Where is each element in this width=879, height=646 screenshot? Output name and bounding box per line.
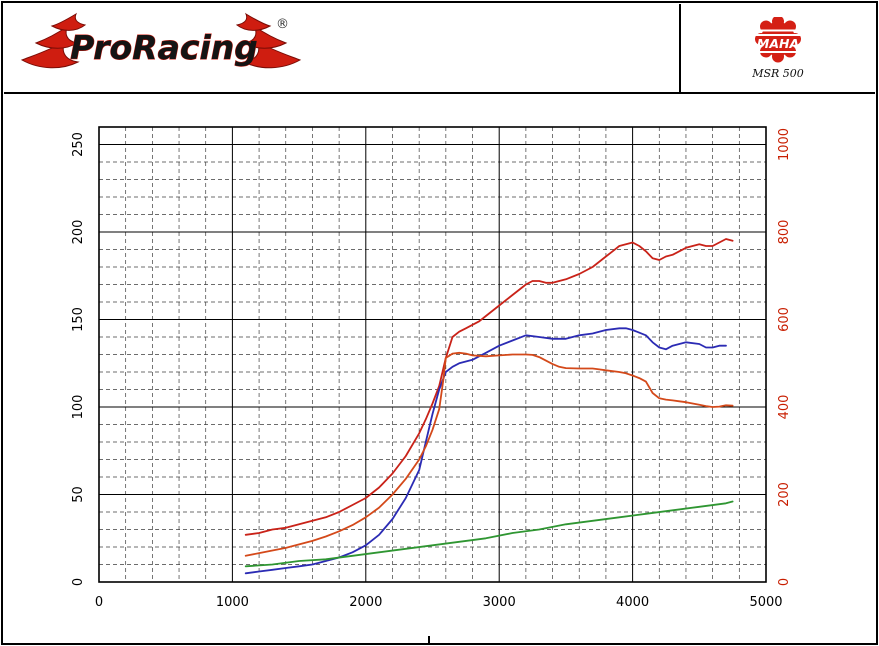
plot-frame bbox=[98, 126, 767, 583]
dyno-model-label: MSR 500 bbox=[752, 66, 804, 80]
right-axis-tick-label: 800 bbox=[777, 220, 792, 245]
left-axis-tick-label: 0 bbox=[71, 578, 86, 586]
right-axis-tick-label: 400 bbox=[777, 395, 792, 420]
flame-left-icon bbox=[20, 12, 87, 69]
left-axis-tick-label: 250 bbox=[71, 132, 86, 157]
maha-logo-box: MAHA MSR 500 bbox=[679, 4, 875, 92]
series-torque bbox=[244, 351, 734, 557]
x-axis-tick-label: 0 bbox=[95, 595, 103, 610]
right-axis-tick-label: 600 bbox=[777, 307, 792, 332]
brand-name: ProRacing bbox=[70, 28, 258, 67]
right-axis-tick-label: 0 bbox=[777, 578, 792, 586]
registered-mark: ® bbox=[276, 17, 289, 32]
series-drag-power bbox=[244, 500, 734, 568]
dyno-chart: 0 1000 2000 3000 4000 5000 0 50 100 150 200 250 0 200… bbox=[71, 126, 792, 610]
right-axis-tick-label: 200 bbox=[777, 482, 792, 507]
series-engine-power bbox=[244, 238, 734, 536]
left-axis-tick-label: 150 bbox=[71, 307, 86, 332]
series-wheel-power bbox=[244, 327, 727, 575]
x-axis-tick-label: 1000 bbox=[216, 595, 249, 610]
x-axis-tick-label: 5000 bbox=[749, 595, 782, 610]
chart-area: 0 1000 2000 3000 4000 5000 0 50 100 150 200 250 0 200… bbox=[4, 94, 875, 642]
proracing-logo-graphic: ProRacing ® bbox=[20, 12, 302, 69]
left-axis-tick-label: 50 bbox=[71, 486, 86, 503]
x-axis-tick-label: 4000 bbox=[616, 595, 649, 610]
maha-logo-icon: MAHA bbox=[755, 16, 801, 62]
left-axis-tick-label: 200 bbox=[71, 220, 86, 245]
maha-wordmark: MAHA bbox=[757, 36, 799, 51]
x-axis-tick-label: 2000 bbox=[349, 595, 382, 610]
right-axis-tick-label: 1000 bbox=[777, 128, 792, 161]
proracing-logo: ProRacing ® bbox=[16, 12, 316, 88]
report-header: ProRacing ® MAHA MSR 500 bbox=[4, 4, 875, 94]
flame-right-icon bbox=[235, 12, 302, 69]
left-axis-tick-label: 100 bbox=[71, 395, 86, 420]
print-center-mark bbox=[428, 636, 430, 644]
x-axis-tick-label: 3000 bbox=[483, 595, 516, 610]
